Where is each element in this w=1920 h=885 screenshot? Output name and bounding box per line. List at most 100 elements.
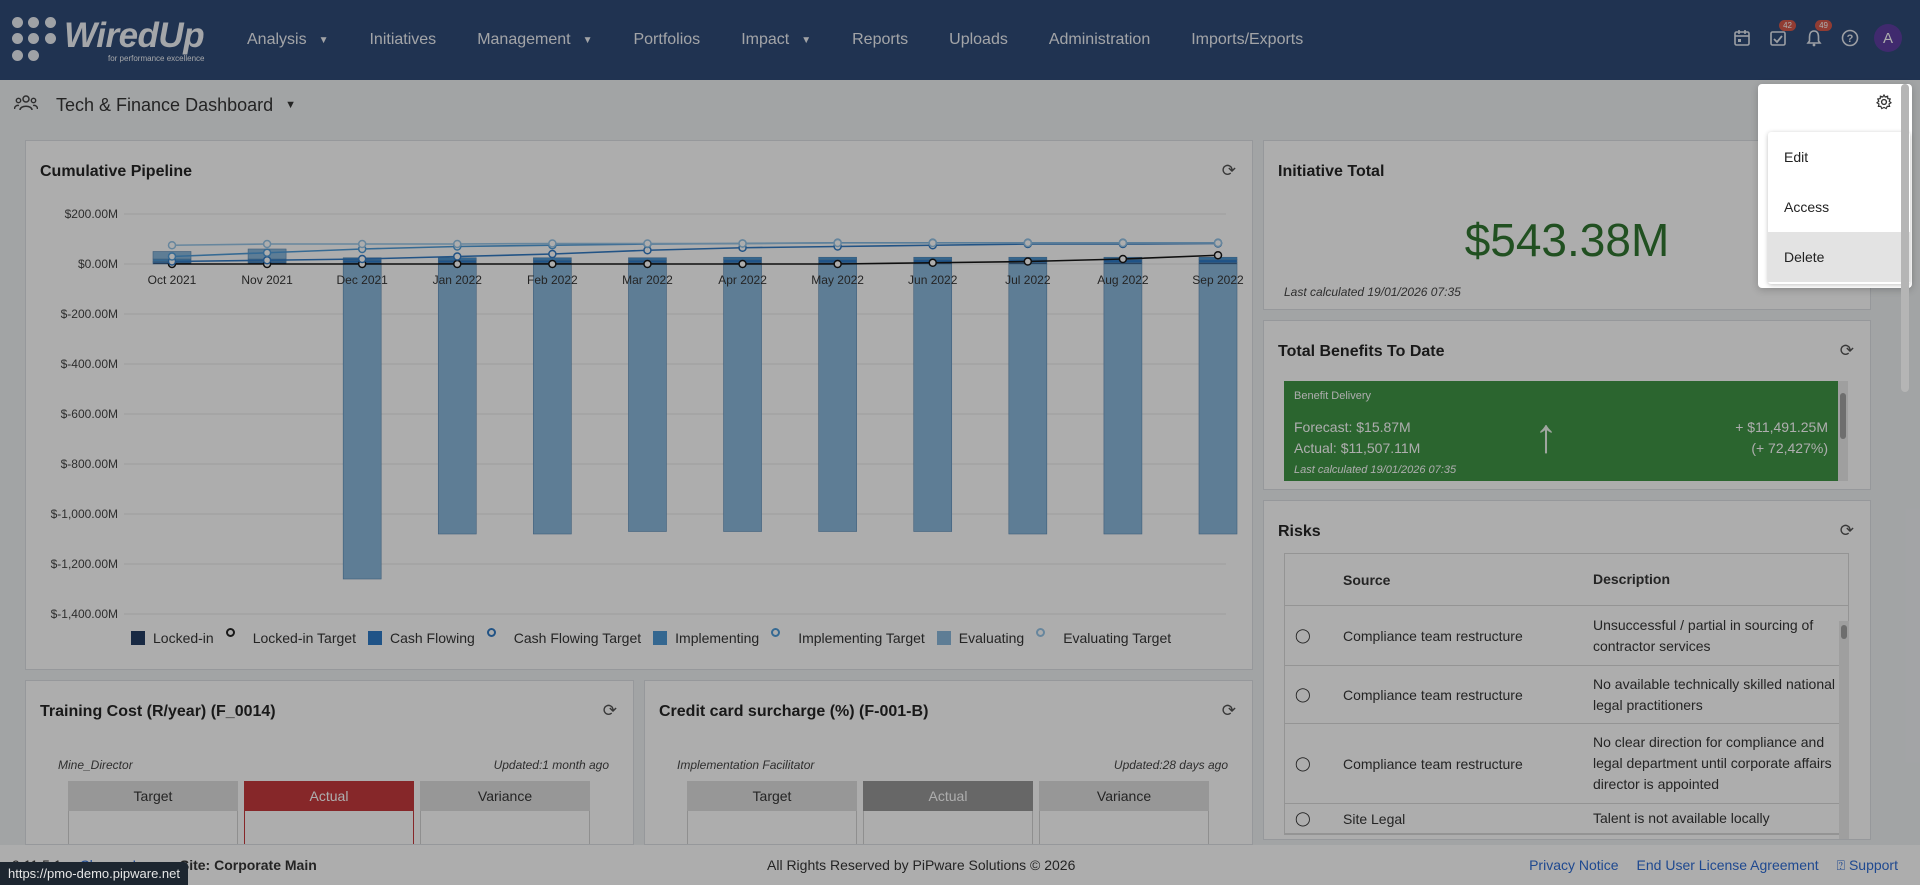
x-tick-label: Nov 2021	[241, 273, 293, 287]
dashboard-title[interactable]: Tech & Finance Dashboard	[56, 94, 274, 115]
risk-description: Talent is not available locally	[1593, 810, 1770, 826]
chevron-down-icon: ▼	[582, 34, 593, 46]
eula-link[interactable]: End User License Agreement	[1636, 857, 1819, 873]
bell-icon[interactable]: 49	[1802, 20, 1832, 50]
main-menu: Analysis ▼ Initiatives Management ▼ Portfolio…	[247, 0, 1344, 80]
menu-item-edit[interactable]: Edit	[1784, 149, 1809, 165]
risk-source: Compliance team restructure	[1343, 755, 1523, 772]
y-tick-label: $0.00M	[78, 257, 118, 271]
point-evaluating-target	[262, 239, 272, 249]
user-avatar[interactable]: A	[1874, 24, 1902, 52]
benefit-delivery-box: Benefit Delivery Forecast: $15.87M Actua…	[1284, 381, 1838, 481]
risk-source: Compliance team restructure	[1343, 627, 1523, 644]
refresh-icon[interactable]: ⟳	[1839, 341, 1854, 360]
calendar-icon[interactable]	[1730, 26, 1754, 50]
settings-dropdown-menu: Edit Access Delete	[1768, 132, 1910, 284]
training-cost-updated: Updated:1 month ago	[493, 758, 609, 772]
nav-item-label: Initiatives	[369, 31, 437, 48]
refresh-icon[interactable]: ⟳	[602, 701, 617, 720]
support-link[interactable]: ⍰ Support	[1837, 857, 1898, 874]
kpi-variance-header: Variance	[1039, 781, 1209, 811]
nav-item-analysis[interactable]: Analysis ▼	[247, 31, 328, 49]
benefit-forecast: Forecast: $15.87M	[1294, 419, 1411, 435]
tasks-badge: 42	[1779, 20, 1796, 31]
legend-item[interactable]: Evaluating Target	[1036, 627, 1171, 646]
tasks-icon[interactable]: 42	[1766, 20, 1796, 50]
kpi-actual-header: Actual	[863, 781, 1033, 811]
legend-swatch	[131, 631, 145, 645]
risk-source: Site Legal	[1343, 810, 1406, 827]
benefits-scrollbar[interactable]	[1838, 381, 1848, 481]
legend-item[interactable]: Implementing	[653, 630, 759, 646]
table-row[interactable]: ◯ Site Legal Talent is not available local…	[1285, 804, 1848, 834]
legend-item[interactable]: Locked-in Target	[225, 627, 356, 646]
column-header-description[interactable]: Description	[1593, 571, 1671, 587]
chevron-down-icon[interactable]: ▼	[285, 99, 297, 111]
x-tick-label: Jul 2022	[1005, 273, 1051, 287]
training-cost-title: Training Cost (R/year) (F_0014)	[40, 703, 276, 720]
table-row[interactable]: ◯ Compliance team restructure Unsuccessful…	[1285, 606, 1848, 666]
line-locked-in-target	[172, 254, 1219, 265]
legend-label: Implementing Target	[798, 630, 925, 646]
credit-card-kpi-table: Target Actual Variance	[687, 781, 1215, 844]
line-cash-flowing-target	[171, 242, 1219, 263]
nav-item-initiatives[interactable]: Initiatives	[369, 31, 436, 49]
nav-icon-group: 42 49 ? A	[1718, 20, 1902, 52]
kpi-variance-header: Variance	[420, 781, 590, 811]
table-row[interactable]: ◯ Compliance team restructure No available…	[1285, 666, 1848, 724]
refresh-icon[interactable]: ⟳	[1221, 161, 1236, 180]
x-tick-label: Dec 2021	[336, 273, 388, 287]
legend-item[interactable]: Locked-in	[131, 630, 214, 646]
nav-item-impact[interactable]: Impact ▼	[741, 31, 811, 49]
arrow-up-icon: ↑	[1534, 410, 1558, 463]
point-locked-in-target	[738, 259, 747, 269]
wiredup-logo[interactable]: WiredUp for performance excellence	[12, 10, 227, 70]
privacy-notice-link[interactable]: Privacy Notice	[1529, 857, 1619, 873]
page-scroll-thumb[interactable]	[1901, 84, 1909, 392]
bar-evaluating	[1198, 263, 1238, 535]
legend-item[interactable]: Cash Flowing	[367, 630, 475, 646]
legend-item[interactable]: Cash Flowing Target	[486, 627, 641, 646]
menu-item-delete[interactable]: Delete	[1768, 232, 1910, 282]
nav-item-uploads[interactable]: Uploads	[949, 31, 1008, 49]
legend-item[interactable]: Evaluating	[936, 630, 1024, 646]
status-url: https://pmo-demo.pipware.net	[0, 862, 188, 885]
x-tick-label: May 2022	[811, 273, 864, 287]
refresh-icon[interactable]: ⟳	[1839, 521, 1854, 540]
nav-item-portfolios[interactable]: Portfolios	[633, 31, 700, 49]
risk-description: Unsuccessful / partial in sourcing of co…	[1593, 616, 1814, 654]
x-tick-label: Apr 2022	[718, 273, 767, 287]
help-icon[interactable]: ?	[1838, 26, 1862, 50]
nav-item-management[interactable]: Management ▼	[477, 31, 592, 49]
legend-swatch	[936, 631, 951, 645]
nav-item-administration[interactable]: Administration	[1049, 31, 1150, 49]
refresh-icon[interactable]: ⟳	[1221, 701, 1236, 720]
gear-icon[interactable]	[1875, 93, 1893, 115]
menu-item-access[interactable]: Access	[1784, 199, 1830, 215]
table-row[interactable]: ◯ Compliance team restructure No clear dir…	[1285, 724, 1848, 804]
nav-item-imports-exports[interactable]: Imports/Exports	[1191, 31, 1303, 49]
bar-evaluating	[1103, 263, 1143, 535]
legend-swatch	[771, 627, 781, 637]
credit-card-card: Credit card surcharge (%) (F-001-B) ⟳ Im…	[644, 680, 1253, 845]
legend-item[interactable]: Implementing Target	[771, 627, 925, 646]
credit-card-updated: Updated:28 days ago	[1113, 758, 1228, 772]
y-tick-label: $-200.00M	[61, 307, 118, 321]
column-header-source[interactable]: Source	[1343, 571, 1391, 588]
benefits-scroll-thumb[interactable]	[1840, 393, 1846, 439]
nav-item-reports[interactable]: Reports	[852, 31, 908, 49]
y-tick-label: $200.00M	[65, 207, 118, 221]
legend-label: Implementing	[675, 630, 760, 646]
risks-scrollbar[interactable]	[1839, 621, 1849, 839]
nav-item-label: Management	[477, 31, 571, 48]
footer: 9.11.5.1 Change Log Site: Corporate Main…	[0, 845, 1920, 885]
x-tick-label: Jun 2022	[908, 273, 958, 287]
copyright-text: All Rights Reserved by PiPware Solutions…	[767, 857, 1076, 873]
page-scrollbar[interactable]	[1900, 84, 1910, 394]
risks-scroll-thumb[interactable]	[1841, 625, 1847, 639]
training-cost-kpi-table: Target Actual Variance	[68, 781, 596, 844]
lightbulb-icon: ◯	[1295, 627, 1311, 643]
legend-swatch	[225, 627, 235, 637]
credit-card-owner: Implementation Facilitator	[677, 758, 815, 772]
